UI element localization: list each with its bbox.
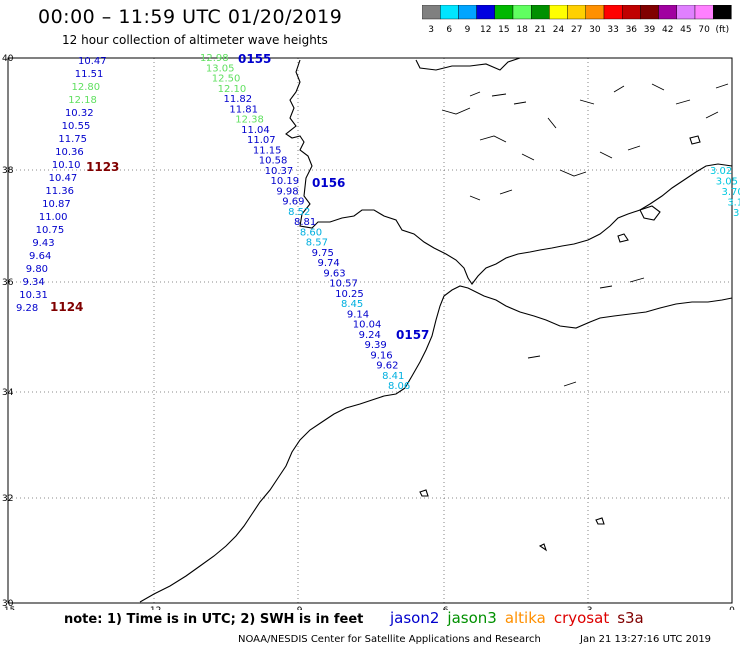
- track-east-value: 3: [733, 208, 739, 219]
- track-1123-value: 9.28: [16, 303, 38, 314]
- track-east-value: 3.05: [716, 177, 738, 188]
- track-1123-value: 10.31: [19, 290, 48, 301]
- pass-label: 1124: [50, 300, 83, 314]
- track-east-value: 3.02: [710, 166, 732, 177]
- lat-label: 32: [2, 494, 13, 504]
- footnote: note: 1) Time is in UTC; 2) SWH is in fe…: [64, 612, 363, 627]
- track-1123-value: 10.47: [49, 173, 78, 184]
- pass-label: 0155: [238, 52, 271, 66]
- coastline-morocco-atlantic: [140, 388, 405, 602]
- track-1123-value: 11.00: [39, 212, 68, 223]
- satellite-legend-item: altika: [505, 609, 546, 627]
- track-1123-value: 10.10: [52, 160, 81, 171]
- island-ibiza: [618, 234, 628, 242]
- inland-lines: [442, 84, 728, 386]
- lon-label: 0: [729, 606, 735, 610]
- track-1123-value: 10.32: [65, 108, 94, 119]
- altimeter-map: 10.47 11.51 12.80 12.18 10.32 10.55 11.75 10.36…: [0, 0, 740, 610]
- track-1123-value: 12.18: [68, 95, 97, 106]
- timestamp-text: Jan 21 13:27:16 UTC 2019: [580, 634, 711, 645]
- track-1123-value: 10.36: [55, 147, 84, 158]
- lat-label: 30: [2, 599, 14, 609]
- satellite-legend: jason2 jason3 altika cryosat s3a: [390, 609, 652, 627]
- satellite-legend-item: jason2: [390, 609, 439, 627]
- lon-label: -9: [294, 606, 303, 610]
- lat-label: 40: [2, 54, 14, 64]
- credit-text: NOAA/NESDIS Center for Satellite Applica…: [238, 634, 541, 645]
- track-1123-value: 9.43: [32, 238, 54, 249]
- pass-label: 1123: [86, 160, 119, 174]
- coastline-north-africa: [405, 286, 732, 388]
- track-1123-value: 10.87: [42, 199, 71, 210]
- coastline-france-north: [416, 58, 520, 70]
- track-1123-value: 10.75: [36, 225, 65, 236]
- island-small-3: [540, 544, 546, 550]
- lat-label: 34: [2, 388, 14, 398]
- lon-label: -12: [147, 606, 162, 610]
- track-east-value: 3.70: [722, 187, 740, 198]
- pass-label: 0157: [396, 328, 429, 342]
- track-1123-value: 9.64: [29, 251, 51, 262]
- coastline: [140, 58, 732, 602]
- track-1123-value: 11.75: [58, 134, 87, 145]
- track-1123-value: 9.80: [26, 264, 48, 275]
- track-1123-value: 11.51: [75, 69, 104, 80]
- satellite-legend-item: cryosat: [554, 609, 609, 627]
- island-small-4: [690, 136, 700, 144]
- track-1123-value: 11.36: [45, 186, 74, 197]
- track-1123-value: 9.34: [23, 277, 45, 288]
- coastline-iberia: [286, 60, 732, 284]
- track-1123-value: 10.47: [78, 56, 107, 67]
- track-0155-value: 8.06: [388, 381, 410, 392]
- track-east-value: 3.1: [727, 198, 740, 209]
- pass-label: 0156: [312, 176, 345, 190]
- island-small-2: [596, 518, 604, 524]
- satellite-legend-item: jason3: [447, 609, 496, 627]
- track-1123-value: 12.80: [71, 82, 100, 93]
- island-small-1: [420, 490, 428, 496]
- lat-label: 38: [2, 166, 14, 176]
- lat-label: 36: [2, 278, 14, 288]
- satellite-legend-item: s3a: [617, 609, 644, 627]
- track-labels: 10.47 11.51 12.80 12.18 10.32 10.55 11.75 10.36…: [16, 53, 740, 392]
- track-1123-value: 10.55: [62, 121, 91, 132]
